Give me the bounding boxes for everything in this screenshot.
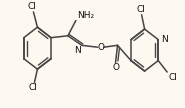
Text: N: N xyxy=(74,46,81,55)
Text: N: N xyxy=(161,35,168,44)
Text: Cl: Cl xyxy=(136,5,145,14)
Text: Cl: Cl xyxy=(27,2,36,11)
Text: O: O xyxy=(112,63,119,72)
Text: O: O xyxy=(98,43,105,52)
Text: NH₂: NH₂ xyxy=(77,11,94,20)
Text: Cl: Cl xyxy=(168,73,177,82)
Text: Cl: Cl xyxy=(28,83,37,92)
